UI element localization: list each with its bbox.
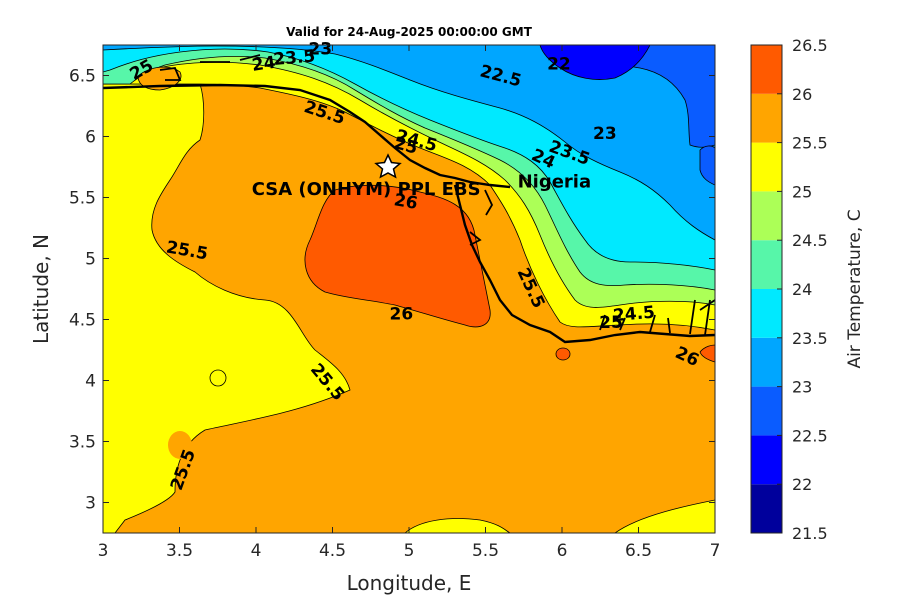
plot-area xyxy=(103,45,715,533)
contour-label: 24 xyxy=(251,53,277,76)
y-tick-label: 4.5 xyxy=(69,311,96,331)
x-tick-label: 7 xyxy=(710,541,721,561)
y-tick-label: 5.5 xyxy=(69,189,96,209)
region-25-south xyxy=(404,518,511,533)
colorbar-swatch xyxy=(751,435,782,485)
y-tick-label: 3.5 xyxy=(69,433,96,453)
contour-label: 25 xyxy=(599,313,623,333)
region-25_5-blob-a xyxy=(168,431,192,459)
x-tick-label: 3.5 xyxy=(166,541,193,561)
x-axis: 3 3.5 4 4.5 5 5.5 6 6.5 7 xyxy=(98,45,721,561)
colorbar-swatch xyxy=(751,191,782,241)
colorbar-swatch xyxy=(751,93,782,143)
region-26-central xyxy=(304,184,491,328)
x-tick-label: 3 xyxy=(98,541,109,561)
region-26-east xyxy=(699,344,715,363)
colorbar-swatch xyxy=(751,484,782,533)
region-23 xyxy=(103,45,715,241)
contour-label: 24.5 xyxy=(612,303,656,327)
y-axis-label: Latitude, N xyxy=(29,234,53,344)
contour-label: 22 xyxy=(547,54,571,74)
x-tick-label: 4.5 xyxy=(319,541,346,561)
colorbar-tick-label: 25.5 xyxy=(792,134,828,153)
river-network xyxy=(159,54,715,336)
x-tick-label: 5 xyxy=(404,541,415,561)
colorbar-tick-label: 26.5 xyxy=(792,36,828,55)
site-label: CSA (ONHYM) PPL EBS xyxy=(252,179,481,200)
contour-label: 23.5 xyxy=(273,46,317,70)
y-tick-label: 6.5 xyxy=(69,67,96,87)
colorbar-tick-label: 24.5 xyxy=(792,231,828,250)
colorbar-swatch xyxy=(751,337,782,387)
y-axis: 3 3.5 4 4.5 5 5.5 6 6.5 xyxy=(69,67,715,514)
site-star-icon xyxy=(374,153,402,179)
colorbar-tick-label: 23.5 xyxy=(792,329,828,348)
colorbar-swatch xyxy=(751,142,782,192)
colorbar-swatch xyxy=(751,240,782,289)
y-tick-label: 3 xyxy=(85,494,96,514)
region-26-blob xyxy=(555,347,571,361)
colorbar-swatch xyxy=(751,45,782,94)
colorbar-tick-label: 26 xyxy=(792,85,812,104)
colorbar-tick-label: 23 xyxy=(792,378,812,397)
region-25-blob-small xyxy=(209,369,227,387)
colorbar-tick-label: 21.5 xyxy=(792,524,828,543)
y-tick-label: 5 xyxy=(85,250,96,270)
colorbar-tick-label: 22 xyxy=(792,475,812,494)
colorbar-tick-label: 22.5 xyxy=(792,426,828,445)
coastline xyxy=(103,83,715,344)
x-tick-label: 6.5 xyxy=(625,541,652,561)
country-label: Nigeria xyxy=(518,172,592,193)
contour-label: 26 xyxy=(390,304,414,324)
colorbar-label: Air Temperature, C xyxy=(845,209,865,368)
y-tick-label: 6 xyxy=(85,128,96,148)
contour-label: 26 xyxy=(392,190,419,214)
region-22-east xyxy=(699,145,715,186)
x-tick-label: 5.5 xyxy=(472,541,499,561)
x-tick-label: 6 xyxy=(557,541,568,561)
chart-title: Valid for 24-Aug-2025 00:00:00 GMT xyxy=(286,25,533,39)
colorbar-swatch xyxy=(751,289,782,338)
contour-label: 23 xyxy=(308,40,332,60)
x-tick-label: 4 xyxy=(251,541,262,561)
colorbar-tick-label: 25 xyxy=(792,182,812,201)
region-22 xyxy=(539,45,651,80)
colorbar-swatch xyxy=(751,386,782,436)
colorbar: 21.5 22 22.5 23 23.5 24 24.5 25 25.5 26 26.5 xyxy=(750,36,828,543)
x-axis-label: Longitude, E xyxy=(347,571,472,595)
contour-label: 23 xyxy=(593,124,617,144)
y-tick-label: 4 xyxy=(85,372,96,392)
colorbar-tick-label: 24 xyxy=(792,280,812,299)
